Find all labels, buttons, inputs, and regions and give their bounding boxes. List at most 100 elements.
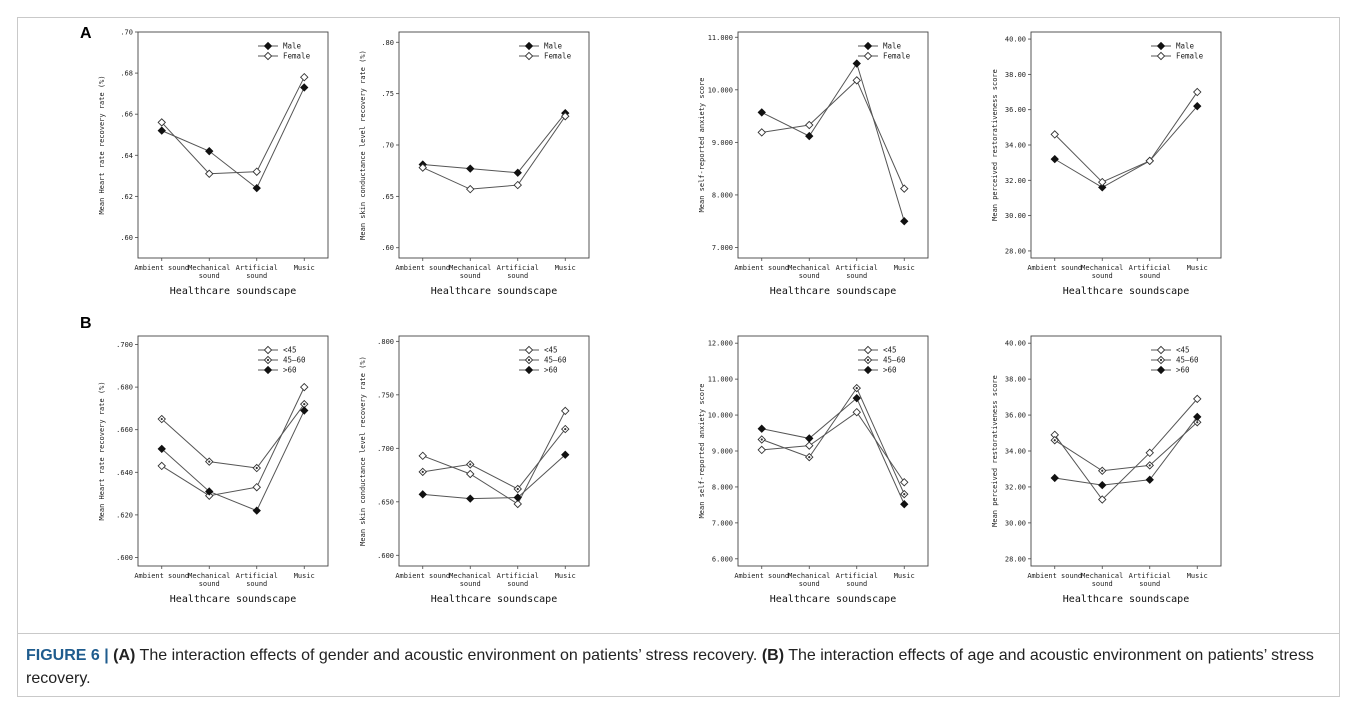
data-point	[1193, 101, 1202, 111]
x-tick-label: sound	[246, 580, 267, 588]
legend-label: Male	[544, 42, 563, 51]
chart-7: 6.000 7.000 8.000 9.000 10.000 11.000 12.000 Am…	[698, 335, 929, 605]
x-axis-title: Healthcare soundscape	[1063, 286, 1189, 297]
x-tick-label: Artificial	[236, 572, 278, 580]
legend-label: Male	[283, 42, 302, 51]
y-tick-label: 36.00	[1005, 412, 1026, 420]
y-tick-label: 9.000	[712, 139, 733, 147]
data-point	[418, 163, 427, 172]
data-point-center	[1101, 469, 1104, 472]
y-tick-label: .64	[120, 152, 133, 160]
series-2	[418, 111, 570, 194]
data-point	[157, 118, 166, 127]
series-3	[1050, 412, 1202, 490]
x-tick-label: sound	[846, 272, 867, 280]
x-tick-label: Artificial	[1129, 572, 1171, 580]
legend-marker	[524, 41, 534, 51]
legend-marker	[863, 365, 873, 375]
series-line	[761, 79, 905, 189]
caption-a-text: The interaction effects of gender and ac…	[135, 647, 762, 664]
data-point-center	[421, 470, 424, 473]
x-tick-label: sound	[1139, 580, 1160, 588]
data-point-center	[255, 466, 258, 470]
series-line	[161, 410, 305, 512]
data-point	[252, 183, 261, 193]
legend-label: Female	[1176, 52, 1204, 61]
x-tick-label: sound	[1139, 272, 1160, 280]
series-2	[757, 383, 909, 499]
legend-label: <45	[544, 346, 558, 355]
y-tick-label: .60	[120, 234, 133, 242]
x-tick-label: Ambient sound	[1027, 572, 1082, 580]
legend-label: Female	[283, 52, 311, 61]
data-point	[1098, 177, 1107, 187]
x-tick-label: Ambient sound	[134, 572, 189, 580]
panel-label-a: A	[80, 25, 92, 42]
plot-area	[1030, 31, 1222, 259]
x-tick-label: sound	[460, 580, 481, 588]
series-line	[761, 387, 905, 495]
series-2	[757, 76, 909, 193]
chart-1: .60 .62 .64 .66 .68 .70 Ambient sound Mechanica…	[98, 29, 329, 297]
legend-marker	[524, 51, 534, 61]
data-point-center	[855, 387, 858, 390]
x-axis-title: Healthcare soundscape	[170, 286, 296, 297]
series-3	[418, 450, 570, 503]
series-line	[1054, 416, 1198, 486]
legend-marker-center	[866, 358, 870, 362]
plot-area	[137, 335, 329, 567]
y-axis-title: Mean self-reported anxiety score	[698, 78, 706, 213]
data-point	[466, 469, 475, 479]
data-point	[1193, 87, 1202, 97]
y-tick-label: .660	[116, 426, 133, 434]
data-point	[252, 506, 261, 515]
data-point	[852, 59, 861, 68]
data-point	[252, 167, 261, 176]
data-point	[1193, 394, 1202, 404]
y-tick-label: .65	[381, 193, 394, 201]
data-point	[805, 441, 814, 450]
x-tick-label: Ambient sound	[1027, 264, 1082, 272]
data-point	[1098, 495, 1107, 504]
x-tick-label: Mechanical	[788, 572, 830, 580]
x-tick-label: sound	[1092, 272, 1113, 280]
data-point	[418, 490, 427, 499]
data-point	[157, 461, 166, 471]
data-point-center	[1196, 421, 1199, 424]
x-tick-label: Ambient sound	[134, 264, 189, 272]
series-line	[422, 454, 566, 500]
legend-marker	[1156, 345, 1166, 355]
data-point	[757, 445, 766, 455]
series-line	[422, 410, 566, 505]
y-axis-title: Mean Heart rate recovery rate (%)	[98, 381, 106, 520]
x-axis-title: Healthcare soundscape	[770, 594, 896, 605]
y-tick-label: 11.000	[708, 376, 733, 384]
caption-b-tag: (B)	[761, 647, 785, 664]
data-point	[205, 487, 214, 496]
plot-area	[398, 335, 590, 567]
caption-label: FIGURE 6 |	[26, 647, 109, 664]
legend-marker	[263, 365, 273, 375]
x-tick-label: Music	[1187, 572, 1208, 580]
plot-area	[737, 31, 929, 259]
data-point-center	[516, 487, 519, 491]
y-tick-label: 28.00	[1005, 247, 1026, 255]
x-tick-label: sound	[460, 272, 481, 280]
data-point	[300, 382, 309, 392]
data-point	[1050, 154, 1059, 164]
data-point	[900, 478, 909, 487]
y-tick-label: 32.00	[1005, 177, 1026, 185]
chart-4: 28.00 30.00 32.00 34.00 36.00 38.00 40.00 Ambie…	[991, 31, 1222, 297]
series-2	[157, 399, 309, 473]
chart-3: 7.000 8.000 9.000 10.000 11.000 Ambient sound…	[698, 31, 929, 297]
series-2	[1050, 87, 1202, 187]
series-line	[161, 386, 305, 497]
series-1	[157, 382, 309, 500]
x-tick-label: Artificial	[836, 264, 878, 272]
data-point	[757, 128, 766, 137]
chart-5: .600 .620 .640 .660 .680 .700 Ambient sound Mec…	[98, 335, 329, 605]
